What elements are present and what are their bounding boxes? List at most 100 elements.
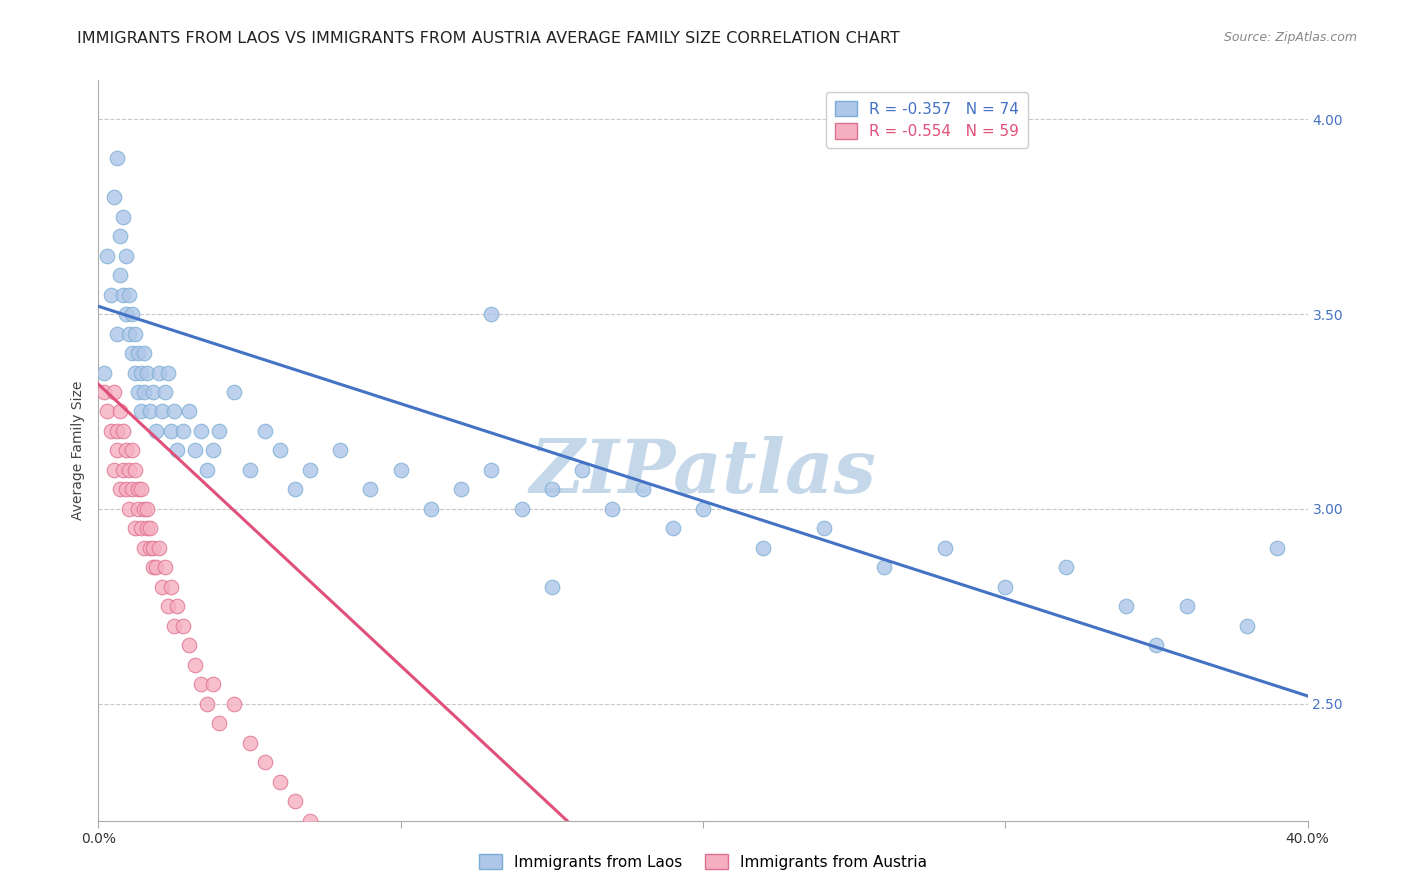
Point xyxy=(284,483,307,497)
Point xyxy=(934,541,956,555)
Point xyxy=(135,502,157,516)
Point xyxy=(118,463,141,477)
Point xyxy=(132,384,155,399)
Point xyxy=(145,560,167,574)
Point xyxy=(208,424,231,438)
Text: Source: ZipAtlas.com: Source: ZipAtlas.com xyxy=(1223,31,1357,45)
Point xyxy=(813,521,835,535)
Point xyxy=(108,268,131,282)
Point xyxy=(299,463,322,477)
Point xyxy=(163,404,186,418)
Point xyxy=(1115,599,1137,614)
Point xyxy=(195,697,218,711)
Point xyxy=(127,384,149,399)
Point xyxy=(202,677,225,691)
Point xyxy=(1175,599,1198,614)
Point xyxy=(105,326,128,341)
Point xyxy=(103,384,125,399)
Point xyxy=(329,443,352,458)
Point xyxy=(450,483,472,497)
Point xyxy=(172,424,194,438)
Point xyxy=(153,384,176,399)
Point xyxy=(156,599,179,614)
Point xyxy=(132,502,155,516)
Point xyxy=(129,521,152,535)
Point xyxy=(135,521,157,535)
Point xyxy=(124,521,146,535)
Point xyxy=(179,404,201,418)
Point xyxy=(139,541,162,555)
Point xyxy=(160,424,183,438)
Point xyxy=(127,502,149,516)
Point xyxy=(1054,560,1077,574)
Point xyxy=(150,404,173,418)
Point xyxy=(190,677,212,691)
Point xyxy=(100,287,122,301)
Point xyxy=(994,580,1017,594)
Point xyxy=(172,619,194,633)
Point xyxy=(540,580,562,594)
Point xyxy=(202,443,225,458)
Point xyxy=(184,443,207,458)
Point xyxy=(752,541,775,555)
Point xyxy=(190,424,212,438)
Point xyxy=(389,463,412,477)
Point xyxy=(93,384,115,399)
Point xyxy=(360,483,382,497)
Point xyxy=(111,287,134,301)
Point xyxy=(100,424,122,438)
Point xyxy=(360,853,382,867)
Point xyxy=(105,151,128,165)
Point xyxy=(111,463,134,477)
Point xyxy=(481,307,503,321)
Point xyxy=(1267,541,1289,555)
Point xyxy=(1236,619,1258,633)
Point xyxy=(114,483,136,497)
Point xyxy=(156,366,179,380)
Point xyxy=(142,541,165,555)
Point xyxy=(1144,638,1167,652)
Point xyxy=(127,483,149,497)
Point xyxy=(142,560,165,574)
Point xyxy=(96,249,118,263)
Legend: Immigrants from Laos, Immigrants from Austria: Immigrants from Laos, Immigrants from Au… xyxy=(471,846,935,877)
Point xyxy=(224,697,246,711)
Point xyxy=(121,443,143,458)
Point xyxy=(108,229,131,244)
Point xyxy=(118,502,141,516)
Point xyxy=(108,404,131,418)
Point xyxy=(631,483,654,497)
Point xyxy=(129,366,152,380)
Point xyxy=(153,560,176,574)
Point xyxy=(121,483,143,497)
Point xyxy=(160,580,183,594)
Point xyxy=(208,716,231,731)
Point xyxy=(118,326,141,341)
Point xyxy=(118,287,141,301)
Point xyxy=(111,424,134,438)
Point xyxy=(481,463,503,477)
Point xyxy=(389,872,412,887)
Point xyxy=(284,794,307,808)
Point xyxy=(179,638,201,652)
Point xyxy=(602,502,624,516)
Point xyxy=(510,502,533,516)
Point xyxy=(129,404,152,418)
Point xyxy=(269,774,291,789)
Y-axis label: Average Family Size: Average Family Size xyxy=(70,381,84,520)
Point xyxy=(108,483,131,497)
Point xyxy=(540,483,562,497)
Point xyxy=(142,384,165,399)
Point xyxy=(114,307,136,321)
Point xyxy=(139,404,162,418)
Point xyxy=(124,463,146,477)
Point xyxy=(129,483,152,497)
Point xyxy=(420,502,443,516)
Point xyxy=(329,833,352,847)
Point xyxy=(96,404,118,418)
Point xyxy=(93,366,115,380)
Point xyxy=(148,366,170,380)
Point xyxy=(132,346,155,360)
Point xyxy=(150,580,173,594)
Point xyxy=(103,463,125,477)
